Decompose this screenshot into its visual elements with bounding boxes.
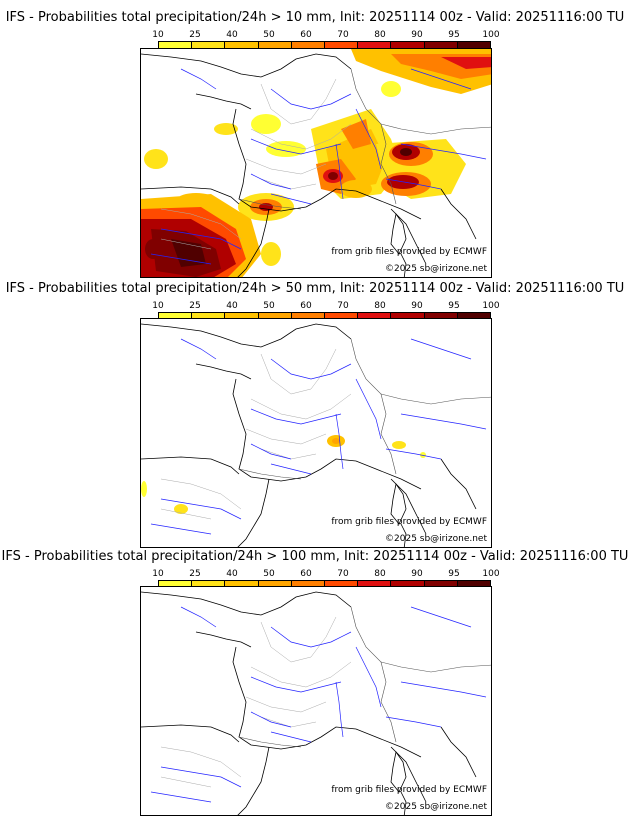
legend-swatch	[291, 581, 326, 587]
legend-swatch	[457, 42, 491, 48]
borders	[238, 338, 491, 480]
legend-swatch	[291, 42, 326, 48]
legend-swatch	[325, 313, 359, 319]
regions	[160, 348, 352, 520]
legend-tick-label: 10	[152, 30, 164, 40]
legend-swatch	[192, 313, 226, 319]
legend-tick-label: 60	[300, 301, 312, 311]
legend-swatch	[358, 42, 392, 48]
legend-ticks: 10 25 40 50 60 70 80 90 95 100	[152, 301, 499, 311]
legend-tick-label: 50	[263, 30, 275, 40]
source-credit: from grib files provided by ECMWF	[331, 247, 487, 257]
source-credit: from grib files provided by ECMWF	[331, 785, 487, 795]
legend-swatch	[391, 313, 425, 319]
coastlines	[141, 323, 477, 547]
legend-swatch	[192, 581, 226, 587]
legend-swatch	[358, 313, 392, 319]
legend-swatch	[159, 42, 193, 48]
legend-tick-label: 50	[263, 569, 275, 579]
legend-swatch	[159, 581, 193, 587]
precip-map	[141, 591, 491, 815]
legend-tick-label: 10	[152, 569, 164, 579]
legend-tick-label: 90	[411, 30, 423, 40]
legend-tick-label: 80	[374, 569, 386, 579]
legend-ticks: 10 25 40 50 60 70 80 90 95 100	[152, 569, 499, 579]
legend-swatch	[291, 313, 326, 319]
legend-tick-label: 70	[337, 301, 349, 311]
legend-swatch	[391, 42, 425, 48]
borders	[238, 68, 491, 210]
panel-title: IFS - Probabilities total precipitation/…	[5, 281, 625, 296]
panel-title: IFS - Probabilities total precipitation/…	[5, 10, 625, 25]
map-frame: from grib files provided by ECMWF ©2025 …	[140, 48, 492, 278]
map-frame: from grib files provided by ECMWF ©2025 …	[140, 318, 492, 548]
legend-swatch	[258, 313, 292, 319]
legend-tick-label: 100	[482, 569, 500, 579]
legend-swatch	[225, 581, 259, 587]
map-frame: from grib files provided by ECMWF ©2025 …	[140, 586, 492, 816]
precip-map	[141, 323, 491, 547]
legend-swatch	[225, 313, 259, 319]
precip-map	[141, 49, 491, 277]
legend-swatch	[192, 42, 226, 48]
coastlines	[141, 53, 477, 277]
legend-tick-label: 40	[226, 569, 238, 579]
legend-swatch	[457, 581, 491, 587]
legend-swatch	[325, 42, 359, 48]
legend-tick-label: 70	[337, 569, 349, 579]
legend-tick-label: 25	[189, 301, 201, 311]
legend-swatch	[225, 42, 259, 48]
legend-swatch	[424, 313, 458, 319]
panel-50mm: IFS - Probabilities total precipitation/…	[0, 281, 630, 549]
legend-tick-label: 10	[152, 301, 164, 311]
panel-100mm: IFS - Probabilities total precipitation/…	[0, 549, 630, 817]
panel-title: IFS - Probabilities total precipitation/…	[1, 549, 629, 564]
legend-tick-label: 80	[374, 30, 386, 40]
precip-field	[141, 49, 491, 277]
panel-10mm: IFS - Probabilities total precipitation/…	[0, 10, 630, 278]
legend-swatch	[258, 42, 292, 48]
legend-swatch	[325, 581, 359, 587]
legend-swatch	[159, 313, 193, 319]
legend-tick-label: 70	[337, 30, 349, 40]
legend-swatch	[258, 581, 292, 587]
legend-ticks: 10 25 40 50 60 70 80 90 95 100	[152, 30, 499, 40]
rivers	[150, 606, 487, 803]
legend-tick-label: 95	[448, 569, 460, 579]
legend-tick-label: 40	[226, 30, 238, 40]
legend-tick-label: 95	[448, 30, 460, 40]
legend-tick-label: 25	[189, 30, 201, 40]
legend-tick-label: 90	[411, 569, 423, 579]
legend-tick-label: 50	[263, 301, 275, 311]
legend-tick-label: 60	[300, 569, 312, 579]
rivers	[150, 338, 487, 535]
legend-swatch	[358, 581, 392, 587]
legend-tick-label: 25	[189, 569, 201, 579]
legend-tick-label: 100	[482, 30, 500, 40]
legend-swatch	[424, 581, 458, 587]
legend-tick-label: 80	[374, 301, 386, 311]
legend-swatch	[391, 581, 425, 587]
source-credit: from grib files provided by ECMWF	[331, 517, 487, 527]
legend-tick-label: 60	[300, 30, 312, 40]
regions	[160, 616, 352, 788]
legend-tick-label: 90	[411, 301, 423, 311]
precip-field	[141, 435, 426, 514]
legend-tick-label: 95	[448, 301, 460, 311]
copyright-credit: ©2025 sb@irizone.net	[385, 802, 487, 812]
borders	[238, 606, 491, 748]
color-legend: 10 25 40 50 60 70 80 90 95 100	[152, 301, 500, 325]
copyright-credit: ©2025 sb@irizone.net	[385, 264, 487, 274]
legend-tick-label: 40	[226, 301, 238, 311]
legend-swatch	[457, 313, 491, 319]
copyright-credit: ©2025 sb@irizone.net	[385, 534, 487, 544]
coastlines	[141, 591, 477, 815]
legend-swatch	[424, 42, 458, 48]
legend-tick-label: 100	[482, 301, 500, 311]
rivers	[150, 68, 487, 265]
